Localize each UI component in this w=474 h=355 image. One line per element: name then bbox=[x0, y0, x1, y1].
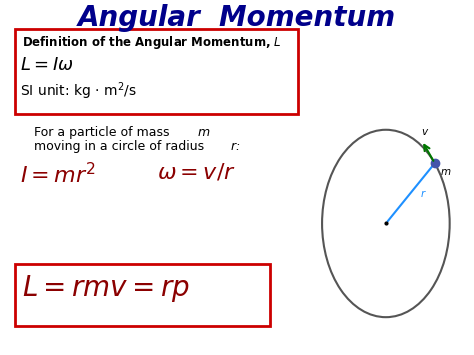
Text: For a particle of mass: For a particle of mass bbox=[34, 126, 173, 139]
Text: Angular  Momentum: Angular Momentum bbox=[78, 4, 396, 32]
Text: $\omega = v / r$: $\omega = v / r$ bbox=[156, 162, 236, 182]
Text: SI unit: kg $\cdot$ m$^2$/s: SI unit: kg $\cdot$ m$^2$/s bbox=[19, 80, 137, 102]
Text: $L = rmv = rp$: $L = rmv = rp$ bbox=[22, 273, 190, 304]
Ellipse shape bbox=[322, 130, 450, 317]
Text: $m$: $m$ bbox=[197, 126, 210, 139]
Text: r: r bbox=[421, 189, 425, 199]
FancyBboxPatch shape bbox=[15, 29, 299, 114]
Text: $I = mr^2$: $I = mr^2$ bbox=[19, 162, 96, 187]
Text: moving in a circle of radius: moving in a circle of radius bbox=[34, 140, 208, 153]
Text: Definition of the Angular Momentum, $L$: Definition of the Angular Momentum, $L$ bbox=[22, 34, 282, 50]
Text: $r$:: $r$: bbox=[230, 140, 240, 153]
Text: v: v bbox=[421, 127, 427, 137]
Text: $L = I\omega$: $L = I\omega$ bbox=[19, 55, 73, 73]
FancyBboxPatch shape bbox=[15, 264, 270, 326]
Text: m: m bbox=[440, 167, 451, 177]
